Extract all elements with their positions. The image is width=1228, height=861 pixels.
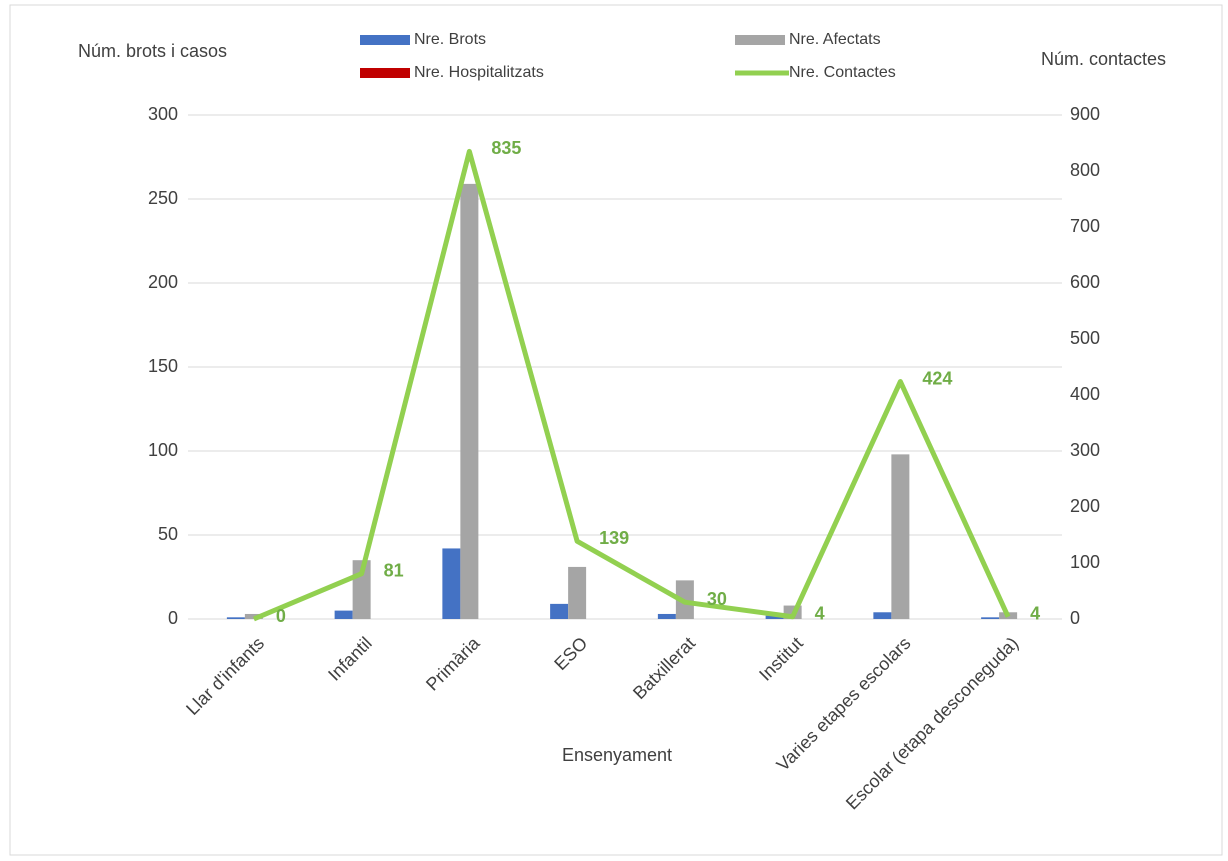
data-label: 81 (384, 560, 404, 580)
data-label: 4 (1030, 604, 1040, 624)
y2-tick-label: 800 (1070, 160, 1100, 180)
legend-label: Nre. Contactes (789, 64, 896, 81)
bar (891, 454, 910, 619)
bar (657, 613, 676, 619)
legend-label: Nre. Hospitalitzats (414, 64, 544, 81)
y2-tick-label: 400 (1070, 384, 1100, 404)
y-tick-label: 100 (148, 440, 178, 460)
y2-axis-title: Núm. contactes (1041, 49, 1166, 69)
bar (981, 617, 1000, 619)
y2-tick-label: 900 (1070, 104, 1100, 124)
y-tick-label: 200 (148, 272, 178, 292)
bar (460, 183, 479, 619)
data-label: 4 (815, 604, 825, 624)
legend-swatch (360, 68, 410, 78)
y-tick-label: 150 (148, 356, 178, 376)
legend-swatch (360, 35, 410, 45)
y2-tick-label: 100 (1070, 552, 1100, 572)
x-axis-title: Ensenyament (562, 745, 672, 765)
line (252, 148, 1011, 622)
data-label: 30 (707, 589, 727, 609)
y-axis-title: Núm. brots i casos (78, 41, 227, 61)
y2-tick-label: 600 (1070, 272, 1100, 292)
bar (226, 617, 245, 619)
legend-label: Nre. Brots (414, 31, 486, 48)
bar (873, 612, 892, 619)
legend-swatch (735, 35, 785, 45)
chart-border (9, 4, 1223, 856)
y-tick-label: 50 (158, 524, 178, 544)
data-label: 139 (599, 528, 629, 548)
bar (442, 548, 461, 619)
bar (568, 566, 587, 619)
bar (765, 615, 784, 619)
data-label: 0 (276, 606, 286, 626)
y2-tick-label: 700 (1070, 216, 1100, 236)
y-tick-label: 0 (168, 608, 178, 628)
y-tick-label: 300 (148, 104, 178, 124)
y-tick-label: 250 (148, 188, 178, 208)
y2-tick-label: 200 (1070, 496, 1100, 516)
bar (334, 610, 353, 619)
data-label: 835 (491, 138, 521, 158)
data-label: 424 (922, 368, 952, 388)
y2-tick-label: 500 (1070, 328, 1100, 348)
y2-tick-label: 0 (1070, 608, 1080, 628)
y2-tick-label: 300 (1070, 440, 1100, 460)
legend-label: Nre. Afectats (789, 31, 881, 48)
bar (550, 603, 569, 619)
